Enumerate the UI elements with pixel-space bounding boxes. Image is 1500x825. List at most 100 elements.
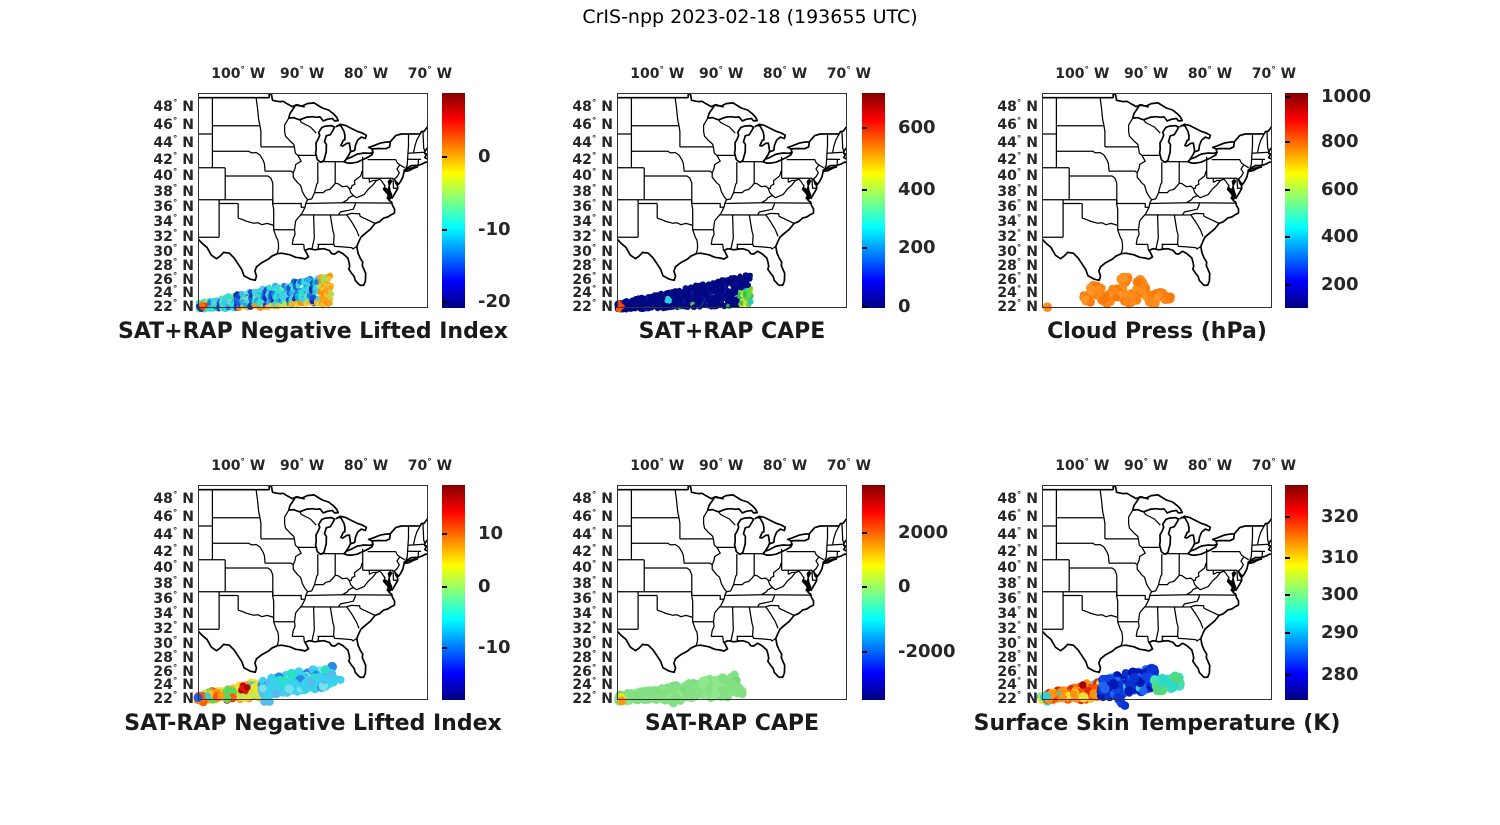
lat-tick-label-sat-minus-rap-cape-0: 48° N (572, 490, 613, 508)
lat-tick-label-surface-skin-temp-7: 34° N (997, 605, 1038, 623)
lat-tick-label-cloud-press-6: 36° N (997, 198, 1038, 216)
lat-tick-label-cloud-press-2: 44° N (997, 134, 1038, 151)
lat-tick-label-sat-plus-rap-cape-8: 32° N (572, 228, 613, 246)
lat-tick-label-sat-plus-rap-cape-0: 48° N (572, 98, 613, 116)
lat-tick-label-surface-skin-temp-6: 36° N (997, 590, 1038, 608)
panel-title-sat-minus-rap-nli: SAT-RAP Negative Lifted Index (124, 711, 502, 736)
lat-tick-label-sat-minus-rap-cape-6: 36° N (572, 590, 613, 608)
scatter-data (195, 272, 335, 313)
scatter-data (614, 670, 747, 708)
lon-tick-label-sat-plus-rap-cape-3: 70° W (826, 65, 872, 82)
colorbar-tick-label-cloud-press-1: 800 (1321, 131, 1359, 153)
lat-tick-label-sat-minus-rap-nli-1: 46° N (153, 508, 194, 526)
lat-tick-label-sat-minus-rap-nli-5: 38° N (153, 575, 194, 592)
lat-tick-label-sat-plus-rap-cape-2: 44° N (572, 134, 613, 151)
lat-tick-label-sat-plus-rap-cape-11: 26° N (572, 270, 613, 288)
lon-tick-label-sat-minus-rap-nli-3: 70° W (407, 457, 453, 474)
colorbar-sat-minus-rap-nli (442, 485, 465, 700)
lat-tick-label-sat-plus-rap-cape-3: 42° N (572, 150, 613, 168)
colorbar-tickmark-surface-skin-temp-1 (1285, 557, 1290, 560)
scatter-data (193, 661, 345, 707)
colorbar-tick-label-cloud-press-2: 600 (1321, 178, 1359, 200)
colorbar-sat-plus-rap-cape (862, 93, 885, 308)
colorbar-tickmark-sat-plus-rap-cape-0 (862, 127, 867, 130)
colorbar-tickmark-sat-minus-rap-nli-1 (442, 585, 447, 588)
map-sat-minus-rap-nli (193, 485, 428, 707)
lon-tick-label-sat-plus-rap-cape-1: 90° W (698, 65, 744, 82)
lat-tick-label-sat-plus-rap-nli-1: 46° N (153, 116, 194, 134)
lat-tick-label-cloud-press-8: 32° N (997, 228, 1038, 246)
panel-title-sat-plus-rap-nli: SAT+RAP Negative Lifted Index (118, 319, 508, 344)
colorbar-tick-label-surface-skin-temp-3: 290 (1321, 621, 1359, 643)
colorbar-tick-label-sat-plus-rap-nli-0: 0 (478, 146, 491, 168)
lat-tick-label-surface-skin-temp-12: 24° N (997, 676, 1038, 694)
map-sat-plus-rap-cape (614, 93, 847, 313)
lat-tick-label-sat-plus-rap-cape-13: 22° N (572, 298, 613, 315)
lat-tick-label-sat-plus-rap-nli-9: 30° N (153, 242, 194, 260)
lat-tick-label-sat-plus-rap-nli-5: 38° N (153, 183, 194, 200)
lat-tick-label-sat-plus-rap-nli-12: 24° N (153, 284, 194, 302)
colorbar-tickmark-sat-minus-rap-cape-2 (862, 651, 867, 654)
lat-tick-label-sat-minus-rap-nli-13: 22° N (153, 690, 194, 707)
lat-tick-label-cloud-press-11: 26° N (997, 270, 1038, 288)
scatter-data (1042, 272, 1176, 312)
lon-tick-label-sat-plus-rap-nli-3: 70° W (407, 65, 453, 82)
lon-tick-label-sat-plus-rap-nli-1: 90° W (279, 65, 325, 82)
lat-tick-label-sat-plus-rap-nli-7: 34° N (153, 213, 194, 231)
lat-tick-label-cloud-press-1: 46° N (997, 116, 1038, 134)
colorbar-tick-label-sat-plus-rap-nli-2: -20 (478, 290, 511, 312)
figure-title: CrIS-npp 2023-02-18 (193655 UTC) (582, 6, 918, 28)
lon-tick-label-sat-minus-rap-cape-1: 90° W (698, 457, 744, 474)
colorbar-tickmark-cloud-press-1 (1285, 141, 1290, 144)
colorbar-tick-label-sat-minus-rap-nli-1: 0 (478, 575, 491, 597)
colorbar-tickmark-sat-plus-rap-nli-0 (442, 156, 447, 159)
lat-tick-label-sat-minus-rap-nli-0: 48° N (153, 490, 194, 508)
colorbar-tickmark-sat-plus-rap-nli-1 (442, 228, 447, 231)
colorbar-tickmark-sat-minus-rap-nli-2 (442, 646, 447, 649)
lat-tick-label-surface-skin-temp-3: 42° N (997, 542, 1038, 560)
colorbar-tick-label-sat-minus-rap-nli-2: -10 (478, 636, 511, 658)
colorbar-tickmark-cloud-press-4 (1285, 283, 1290, 286)
lon-tick-label-cloud-press-3: 70° W (1251, 65, 1297, 82)
colorbar-tick-label-cloud-press-0: 1000 (1321, 86, 1372, 108)
lat-tick-label-sat-minus-rap-cape-8: 32° N (572, 620, 613, 638)
lat-tick-label-sat-plus-rap-cape-6: 36° N (572, 198, 613, 216)
lat-tick-label-sat-minus-rap-cape-9: 30° N (572, 634, 613, 652)
lat-tick-label-sat-minus-rap-cape-10: 28° N (572, 649, 613, 666)
lat-tick-label-sat-minus-rap-cape-4: 40° N (572, 559, 613, 576)
lat-tick-label-sat-plus-rap-nli-8: 32° N (153, 228, 194, 246)
lat-tick-label-surface-skin-temp-2: 44° N (997, 526, 1038, 543)
lat-tick-label-surface-skin-temp-4: 40° N (997, 559, 1038, 576)
lat-tick-label-cloud-press-12: 24° N (997, 284, 1038, 302)
lat-tick-label-sat-minus-rap-cape-7: 34° N (572, 605, 613, 623)
colorbar-tickmark-sat-plus-rap-cape-3 (862, 305, 867, 308)
lat-tick-label-sat-minus-rap-cape-2: 44° N (572, 526, 613, 543)
lat-tick-label-sat-plus-rap-nli-4: 40° N (153, 167, 194, 184)
scatter-data (614, 272, 754, 313)
colorbar-tick-label-sat-minus-rap-cape-2: -2000 (898, 641, 956, 663)
lat-tick-label-sat-minus-rap-cape-5: 38° N (572, 575, 613, 592)
lat-tick-label-surface-skin-temp-10: 28° N (997, 649, 1038, 666)
lat-tick-label-sat-minus-rap-nli-8: 32° N (153, 620, 194, 638)
lon-tick-label-cloud-press-1: 90° W (1123, 65, 1169, 82)
lon-tick-label-cloud-press-2: 80° W (1187, 65, 1233, 82)
lat-tick-label-surface-skin-temp-9: 30° N (997, 634, 1038, 652)
colorbar-tickmark-surface-skin-temp-4 (1285, 674, 1290, 677)
lon-tick-label-sat-minus-rap-cape-3: 70° W (826, 457, 872, 474)
colorbar-tick-label-surface-skin-temp-2: 300 (1321, 584, 1359, 606)
map-surface-skin-temp (1036, 485, 1272, 710)
lat-tick-label-sat-minus-rap-nli-11: 26° N (153, 662, 194, 680)
colorbar-tickmark-surface-skin-temp-0 (1285, 516, 1290, 519)
lat-tick-label-sat-plus-rap-cape-9: 30° N (572, 242, 613, 260)
lat-tick-label-surface-skin-temp-1: 46° N (997, 508, 1038, 526)
colorbar-tick-label-sat-minus-rap-nli-0: 10 (478, 523, 504, 545)
colorbar-tickmark-sat-minus-rap-cape-1 (862, 585, 867, 588)
colorbar-tick-label-sat-plus-rap-nli-1: -10 (478, 218, 511, 240)
scatter-data (1036, 663, 1185, 710)
colorbar-tickmark-cloud-press-2 (1285, 188, 1290, 191)
colorbar-tickmark-cloud-press-0 (1285, 96, 1290, 99)
lat-tick-label-surface-skin-temp-8: 32° N (997, 620, 1038, 638)
lon-tick-label-surface-skin-temp-2: 80° W (1187, 457, 1233, 474)
lat-tick-label-sat-minus-rap-nli-7: 34° N (153, 605, 194, 623)
lat-tick-label-sat-minus-rap-cape-11: 26° N (572, 662, 613, 680)
